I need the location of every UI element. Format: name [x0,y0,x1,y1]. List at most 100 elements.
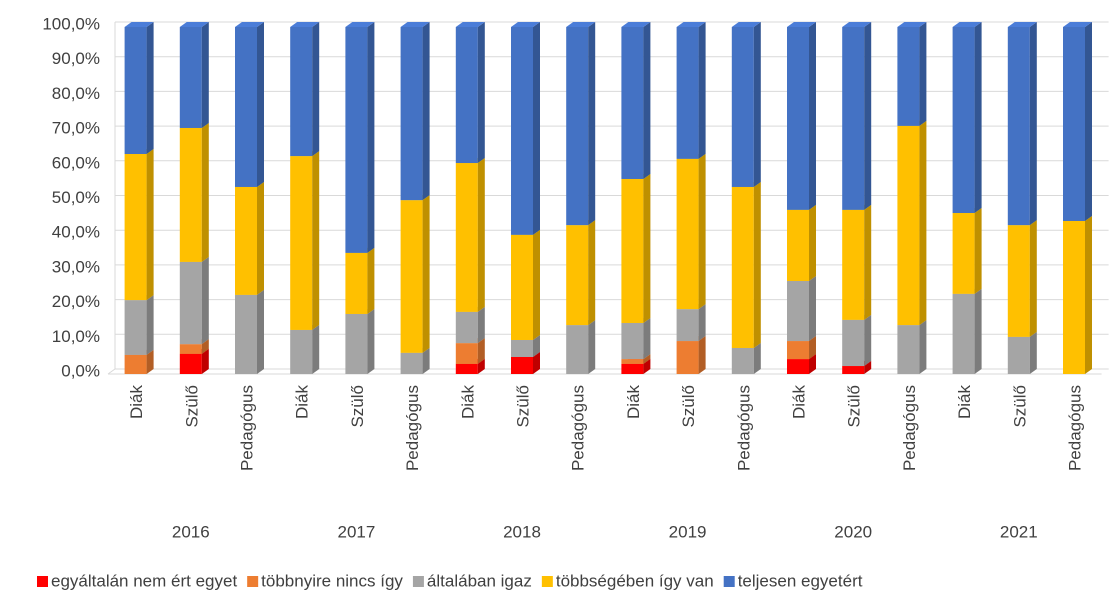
bar-segment-side [367,308,375,374]
bar-segment-top [566,22,596,27]
bar-segment-side [257,22,264,187]
bar-segment-side [974,207,982,294]
bar-segment-side [1029,220,1037,337]
bar-segment [621,322,644,360]
bar-segment-side [257,289,264,374]
y-tick-label: 90,0% [52,49,100,68]
bar-segment-side [477,306,485,344]
bar-segment-side [864,204,872,320]
bar-segment [124,154,147,301]
bar-segment [897,27,920,126]
bar-segment [787,341,809,360]
bar-segment-side [643,317,651,360]
y-tick-label: 0,0% [61,361,100,380]
x-tick-label: Szülő [679,385,698,428]
bar-stack [897,22,927,374]
x-tick-label: Diák [624,385,643,420]
legend-swatch [247,576,259,587]
bar-segment-top [1063,22,1092,27]
bar-segment-side [864,314,872,367]
bar-segment [345,27,368,253]
bar-segment [455,363,478,374]
bar-segment-side [643,173,651,323]
bar-segment [400,200,423,353]
bar-stack [400,22,430,374]
y-tick-label: 40,0% [52,223,100,242]
bar-segment-top [897,22,927,27]
bar-segment [621,178,644,323]
bar-segment-top [787,22,816,27]
bar-segment-side [698,22,706,159]
bar-segment-side [974,22,982,213]
x-tick-label: Szülő [1010,385,1029,428]
bar-stack [455,22,485,374]
bar-stack [621,22,651,374]
bar-segment-top [455,22,485,27]
bar-segment-side [1029,331,1037,374]
bar-segment [621,363,644,374]
bar-segment-side [312,22,320,157]
x-tick-label: Diák [789,385,808,420]
bar-segment [345,313,368,374]
bar-segment-top [676,22,706,27]
bar-segment-side [201,122,209,262]
bar-segment [1063,220,1085,374]
bar-segment [842,366,865,374]
bar-segment [179,261,202,345]
bar-segment-side [809,204,816,282]
bar-stack [235,22,264,374]
bar-segment-side [533,334,540,357]
bar-segment [1007,27,1030,226]
x-tick-label: Diák [955,385,974,420]
bar-stack [676,22,706,374]
bar-segment [455,163,478,312]
x-tick-label: Diák [458,385,477,420]
bar-stack [952,22,982,374]
bar-segment-side [146,349,154,374]
bar-segment [787,209,809,282]
bar-segment [676,341,699,374]
x-tick-label: Pedagógus [900,385,919,471]
bar-segment [842,27,865,210]
bar-segment [621,27,644,179]
bar-segment-side [422,195,430,353]
x-tick-label: Szülő [513,385,532,428]
bar-segment-side [477,22,485,164]
bar-segment-top [1007,22,1037,27]
y-tick-label: 60,0% [52,153,100,172]
bar-segment-side [753,181,761,348]
legend-swatch [412,576,424,587]
bar-segment-top [179,22,209,27]
bar-segment-side [201,348,209,374]
bar-segment-side [312,151,320,330]
bar-segment-side [643,358,651,374]
bar-stack [345,22,375,374]
y-tick-label: 30,0% [52,257,100,276]
bar-stack [511,22,540,374]
bar-segment [124,300,147,355]
bar-segment-top [400,22,430,27]
bar-segment-side [1085,22,1092,221]
bar-segment-side [809,276,816,342]
bar-segment-side [864,22,872,210]
bar-stack [124,22,154,374]
bar-segment-side [477,158,485,312]
bar-segment [1007,225,1030,337]
bar-segment-side [422,22,430,201]
y-tick-label: 50,0% [52,188,100,207]
bar-segment [952,293,975,374]
bar-segment [676,27,699,159]
bar-segment [952,27,975,213]
bar-segment [455,311,478,344]
bar-segment [787,359,809,374]
bar-segment [787,281,809,342]
group-label: 2017 [337,522,375,541]
bar-segment [842,209,865,320]
bar-segment [1063,27,1085,221]
group-label: 2019 [669,522,707,541]
bar-segment [179,27,202,128]
x-tick-label: Diák [127,385,146,420]
bar-segment [235,294,257,374]
